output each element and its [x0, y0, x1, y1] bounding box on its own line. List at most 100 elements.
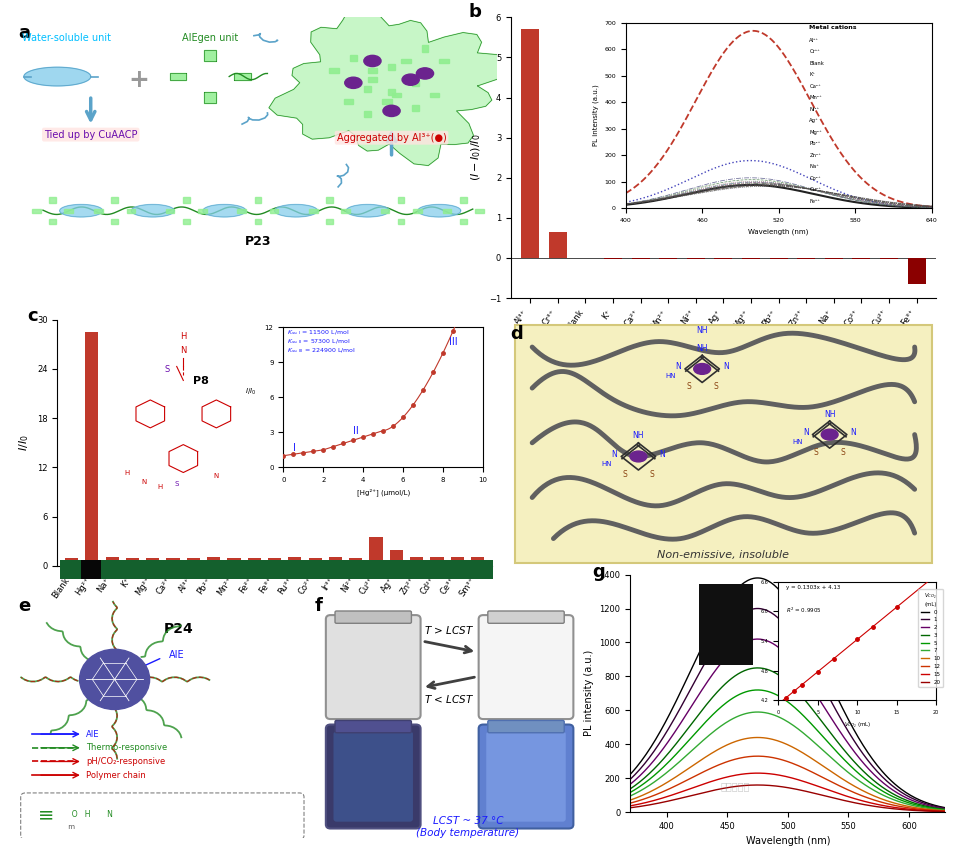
- Text: N: N: [851, 428, 857, 436]
- Text: P24: P24: [163, 622, 193, 636]
- Circle shape: [345, 77, 362, 88]
- Polygon shape: [234, 73, 250, 80]
- Polygon shape: [254, 197, 262, 203]
- FancyBboxPatch shape: [486, 731, 565, 822]
- Polygon shape: [269, 208, 279, 213]
- Bar: [350, 558, 362, 566]
- Polygon shape: [388, 64, 395, 70]
- Bar: [431, 557, 444, 566]
- Text: c: c: [27, 308, 37, 326]
- Polygon shape: [327, 219, 333, 224]
- Bar: [549, 232, 567, 258]
- Bar: [288, 557, 302, 566]
- Polygon shape: [460, 219, 467, 224]
- Text: NH: NH: [696, 327, 708, 335]
- Polygon shape: [439, 59, 449, 63]
- Text: S: S: [814, 448, 818, 457]
- Polygon shape: [329, 68, 339, 73]
- Bar: [907, 258, 925, 284]
- Circle shape: [79, 650, 150, 709]
- Bar: [105, 557, 118, 566]
- Polygon shape: [350, 54, 357, 61]
- Text: e: e: [18, 597, 31, 615]
- Polygon shape: [365, 111, 371, 118]
- Polygon shape: [413, 105, 419, 111]
- Polygon shape: [24, 67, 91, 86]
- Polygon shape: [254, 219, 262, 224]
- Bar: [329, 557, 342, 566]
- Bar: [85, 332, 98, 566]
- Polygon shape: [368, 68, 377, 73]
- Text: HN: HN: [601, 461, 611, 467]
- Text: HN: HN: [665, 373, 675, 379]
- Y-axis label: $(I - I_0)/I_0$: $(I - I_0)/I_0$: [470, 134, 483, 181]
- Polygon shape: [392, 93, 401, 98]
- Polygon shape: [238, 208, 246, 213]
- Polygon shape: [309, 208, 318, 213]
- Text: HN: HN: [793, 439, 803, 445]
- FancyBboxPatch shape: [326, 615, 420, 719]
- Polygon shape: [269, 6, 513, 166]
- Polygon shape: [476, 208, 484, 213]
- Polygon shape: [166, 208, 174, 213]
- FancyBboxPatch shape: [335, 611, 412, 623]
- Circle shape: [402, 74, 419, 86]
- Polygon shape: [204, 92, 216, 103]
- Polygon shape: [368, 78, 377, 82]
- Bar: [471, 557, 484, 566]
- Circle shape: [416, 68, 434, 79]
- Polygon shape: [95, 208, 103, 213]
- Text: NH: NH: [696, 344, 708, 353]
- Text: pH/CO₂-responsive: pH/CO₂-responsive: [86, 757, 165, 766]
- Polygon shape: [50, 197, 55, 203]
- Polygon shape: [430, 93, 439, 98]
- Text: AIEgen unit: AIEgen unit: [182, 33, 238, 43]
- FancyBboxPatch shape: [488, 721, 564, 733]
- Polygon shape: [111, 219, 117, 224]
- Polygon shape: [388, 89, 395, 95]
- Polygon shape: [350, 79, 357, 86]
- Text: b: b: [468, 3, 481, 22]
- Polygon shape: [443, 208, 452, 213]
- Polygon shape: [422, 70, 429, 77]
- Text: AIE: AIE: [169, 650, 184, 660]
- Y-axis label: $I/I_0$: $I/I_0$: [17, 435, 32, 451]
- FancyBboxPatch shape: [515, 325, 932, 563]
- Polygon shape: [401, 59, 411, 63]
- Text: Aggregated by Al³⁺(●): Aggregated by Al³⁺(●): [337, 133, 446, 143]
- Polygon shape: [397, 197, 405, 203]
- Polygon shape: [199, 208, 206, 213]
- Polygon shape: [132, 205, 174, 217]
- Polygon shape: [382, 99, 392, 104]
- Text: Non-emissive, insoluble: Non-emissive, insoluble: [657, 550, 790, 561]
- Text: S: S: [840, 448, 845, 457]
- Polygon shape: [365, 86, 371, 92]
- Text: S: S: [687, 383, 691, 391]
- Polygon shape: [204, 50, 216, 61]
- FancyBboxPatch shape: [478, 615, 573, 719]
- Text: d: d: [510, 325, 522, 343]
- Text: P23: P23: [244, 235, 271, 249]
- Bar: [166, 558, 180, 566]
- Polygon shape: [126, 208, 136, 213]
- Text: S: S: [623, 470, 627, 479]
- X-axis label: Wavelength (nm): Wavelength (nm): [746, 836, 830, 847]
- Polygon shape: [413, 79, 419, 86]
- FancyBboxPatch shape: [478, 725, 573, 829]
- Text: $T$ > LCST: $T$ > LCST: [424, 624, 475, 636]
- Bar: [65, 558, 78, 566]
- Text: P8: P8: [193, 376, 208, 386]
- Polygon shape: [275, 205, 318, 217]
- Polygon shape: [183, 197, 189, 203]
- Text: N: N: [660, 449, 666, 459]
- Bar: [390, 550, 403, 566]
- Polygon shape: [60, 205, 103, 217]
- Text: 高分子科学: 高分子科学: [721, 781, 750, 791]
- Text: N: N: [675, 362, 681, 371]
- Text: +: +: [128, 67, 149, 92]
- Polygon shape: [397, 219, 405, 224]
- Bar: [268, 558, 281, 566]
- Text: S: S: [649, 470, 654, 479]
- Polygon shape: [347, 205, 390, 217]
- Bar: [146, 558, 159, 566]
